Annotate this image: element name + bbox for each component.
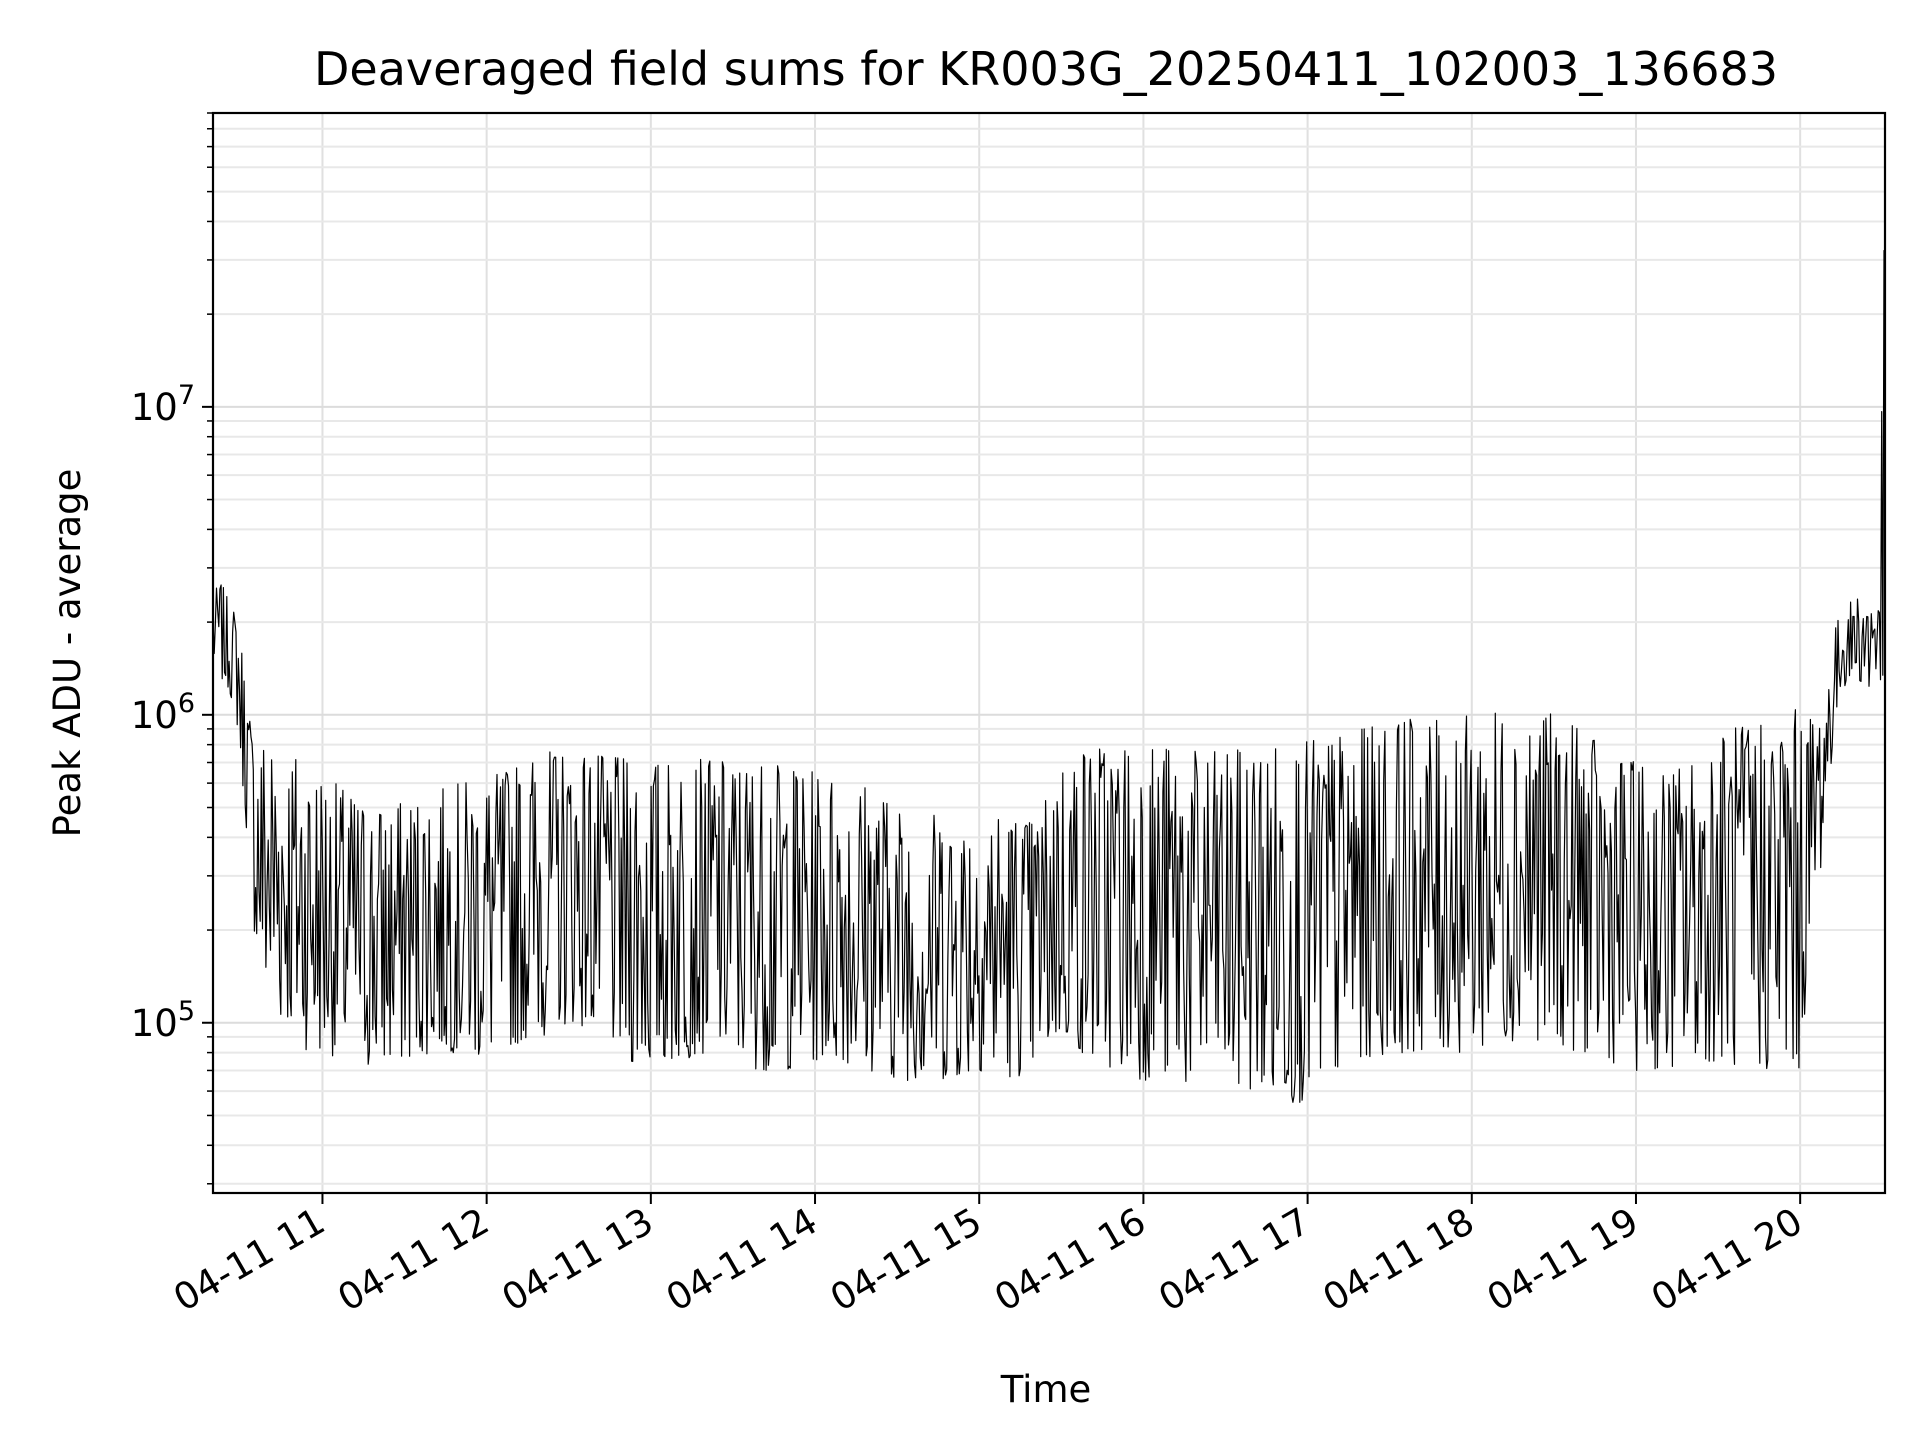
chart-title: Deaveraged field sums for KR003G_2025041… [314, 42, 1778, 96]
plot-frame [211, 111, 1887, 1195]
y-tick-base: 10 [131, 694, 178, 737]
y-tick-exponent: 7 [178, 380, 195, 411]
y-tick-base: 10 [131, 386, 178, 429]
series-path [212, 250, 1885, 1103]
x-axis-label: Time [1000, 1368, 1092, 1411]
y-tick-exponent: 5 [178, 996, 195, 1027]
series-line [212, 250, 1885, 1103]
y-axis-label: Peak ADU - average [46, 469, 89, 838]
y-tick-label: 107 [131, 380, 195, 429]
y-tick-label: 106 [131, 688, 195, 737]
y-tick-label: 105 [131, 996, 195, 1045]
y-tick-exponent: 6 [178, 688, 195, 719]
y-tick-base: 10 [131, 1002, 178, 1045]
